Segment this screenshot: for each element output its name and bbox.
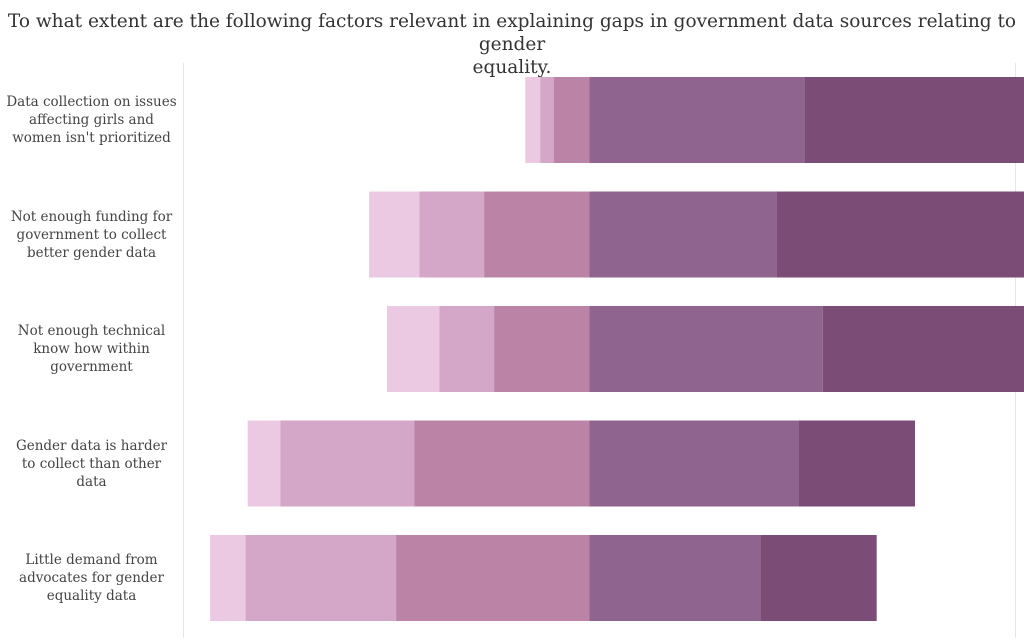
bar-segment-row-2-series-1 <box>369 191 420 278</box>
category-label-line: equality data <box>46 588 137 604</box>
bar-segment-row-1-series-3 <box>553 77 590 163</box>
bar-segment-row-2-series-3 <box>484 191 590 278</box>
bar-segment-row-1-series-4 <box>589 77 805 163</box>
category-label-line: Not enough funding for <box>10 208 173 225</box>
bar-segment-row-1-series-5 <box>804 77 1024 163</box>
bar-segment-row-3-series-2 <box>439 306 495 392</box>
bar-segment-row-4-series-2 <box>280 420 415 507</box>
bar-segment-row-5-series-3 <box>396 535 590 621</box>
bar-segment-row-5-series-4 <box>589 535 761 621</box>
category-label: Not enough technical know how within gover… <box>0 322 183 376</box>
chart-title-line-1: To what extent are the following factors… <box>7 11 1017 55</box>
chart-title-line-2: equality. <box>472 57 552 78</box>
category-label-line: government to collect <box>16 226 167 243</box>
bar-segment-row-3-series-1 <box>386 306 440 392</box>
category-label-line: Little demand from <box>25 552 158 568</box>
bar-segment-row-5-series-1 <box>210 535 246 621</box>
bar-segment-row-4-series-4 <box>589 420 799 507</box>
category-label: Gender data is harder to collect than oth… <box>0 437 183 491</box>
chart-title: To what extent are the following factors… <box>0 10 1024 79</box>
bar-segment-row-3-series-3 <box>494 306 590 392</box>
bar-segment-row-3-series-5 <box>822 306 1024 392</box>
bar-segment-row-4-series-5 <box>798 420 915 507</box>
bar-segment-row-5-series-2 <box>245 535 397 621</box>
category-label-line: to collect than other <box>21 455 162 472</box>
bar-segment-row-1-series-1 <box>525 77 541 163</box>
bar-segment-row-2-series-4 <box>589 191 777 278</box>
category-label-line: know how within <box>33 341 150 357</box>
category-label-line: Gender data is harder <box>15 437 168 454</box>
category-label-line: Data collection on issues <box>6 94 177 110</box>
category-label-line: advocates for gender <box>19 570 164 586</box>
category-label-line: affecting girls and <box>29 112 154 128</box>
category-label-line: women isn't prioritized <box>12 130 171 146</box>
bar-segment-row-2-series-2 <box>419 191 485 278</box>
category-label-line: data <box>76 473 107 490</box>
category-label: Data collection on issues affecting girls… <box>0 93 183 147</box>
category-label-line: government <box>50 359 133 375</box>
bar-segment-row-4-series-1 <box>247 420 281 507</box>
bar-segment-row-2-series-5 <box>776 191 1024 278</box>
category-label-line: Not enough technical <box>17 323 166 339</box>
bar-segment-row-3-series-4 <box>589 306 823 392</box>
category-label-line: better gender data <box>26 244 157 261</box>
category-label: Not enough funding for government to coll… <box>0 208 183 262</box>
category-label: Little demand from advocates for gender eq… <box>0 551 183 605</box>
bar-segment-row-4-series-3 <box>414 420 590 507</box>
bar-segment-row-5-series-5 <box>760 535 877 621</box>
bar-segment-row-1-series-2 <box>540 77 554 163</box>
